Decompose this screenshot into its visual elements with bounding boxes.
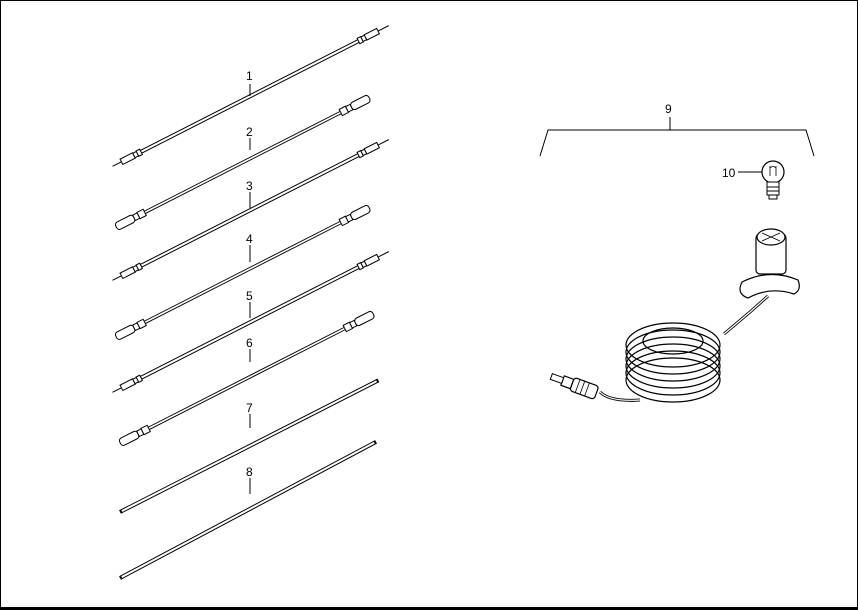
callout-10: 10 [722, 166, 736, 180]
callout-5: 5 [246, 289, 253, 303]
callout-7: 7 [246, 401, 253, 415]
bulb-10 [738, 160, 785, 200]
cable-1 [109, 20, 393, 172]
cable-4 [112, 202, 373, 343]
lamp-cable-assembly [549, 228, 800, 403]
callout-4: 4 [246, 232, 253, 246]
callout-9: 9 [665, 102, 672, 116]
bracket-9 [539, 117, 815, 157]
callout-2: 2 [246, 125, 253, 139]
cable-5 [109, 246, 393, 398]
cable-2 [112, 92, 373, 233]
rod-8 [120, 442, 376, 578]
callout-3: 3 [246, 179, 253, 193]
callout-1: 1 [246, 69, 253, 83]
callout-8: 8 [246, 465, 253, 479]
callout-6: 6 [246, 336, 253, 350]
cable-6 [116, 308, 377, 449]
